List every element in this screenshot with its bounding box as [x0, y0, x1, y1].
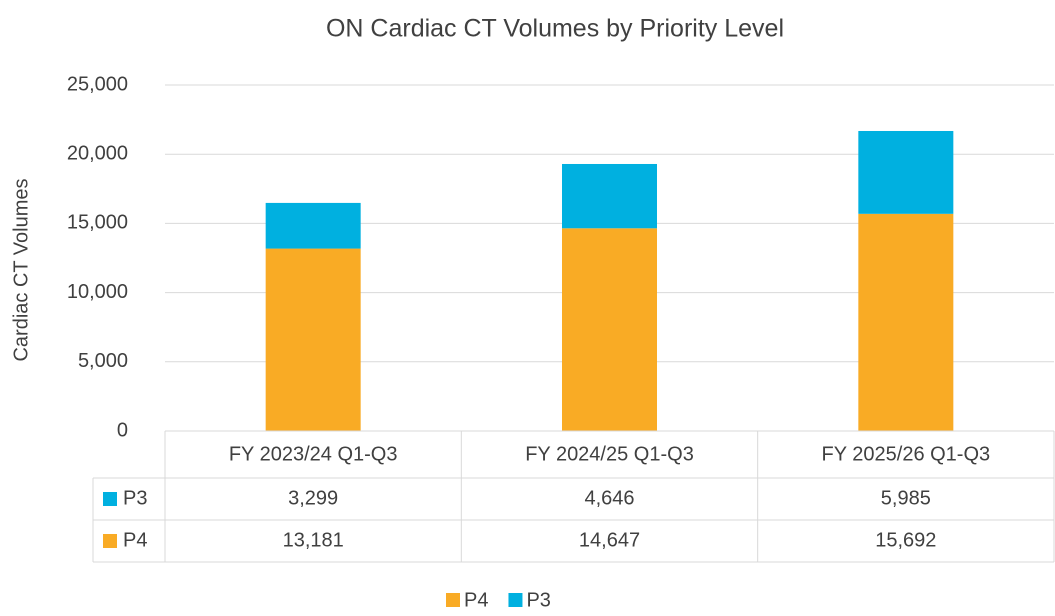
y-tick-label: 0 — [117, 419, 128, 441]
bar-segment — [858, 130, 954, 214]
x-tick-label: FY 2024/25 Q1-Q3 — [525, 443, 694, 465]
y-tick-label: 20,000 — [67, 142, 128, 164]
bar-segment — [858, 213, 954, 431]
table-cell: 13,181 — [283, 529, 344, 551]
y-tick-label: 5,000 — [78, 350, 128, 372]
table-cell: 15,692 — [875, 529, 936, 551]
legend-key — [446, 593, 460, 607]
bar-segment — [265, 202, 361, 249]
table-cell: 3,299 — [288, 487, 338, 509]
table-legend-key — [103, 534, 117, 548]
y-axis-label: Cardiac CT Volumes — [10, 178, 32, 361]
y-tick-label: 25,000 — [67, 73, 128, 95]
legend-label: P4 — [464, 589, 488, 611]
legend-label: P3 — [526, 589, 550, 611]
y-tick-label: 10,000 — [67, 281, 128, 303]
chart-title: ON Cardiac CT Volumes by Priority Level — [326, 15, 784, 43]
bar-segment — [265, 248, 361, 431]
bar-segment — [562, 228, 657, 431]
table-cell: 4,646 — [584, 487, 634, 509]
table-row-label: P3 — [123, 487, 147, 509]
table-row-label: P4 — [123, 529, 147, 551]
table-legend-key — [103, 492, 117, 506]
bar-segment — [562, 163, 657, 229]
y-tick-label: 15,000 — [67, 212, 128, 234]
x-tick-label: FY 2023/24 Q1-Q3 — [229, 443, 398, 465]
table-cell: 5,985 — [881, 487, 931, 509]
legend-key — [508, 593, 523, 607]
x-tick-label: FY 2025/26 Q1-Q3 — [822, 443, 991, 465]
table-cell: 14,647 — [579, 529, 640, 551]
